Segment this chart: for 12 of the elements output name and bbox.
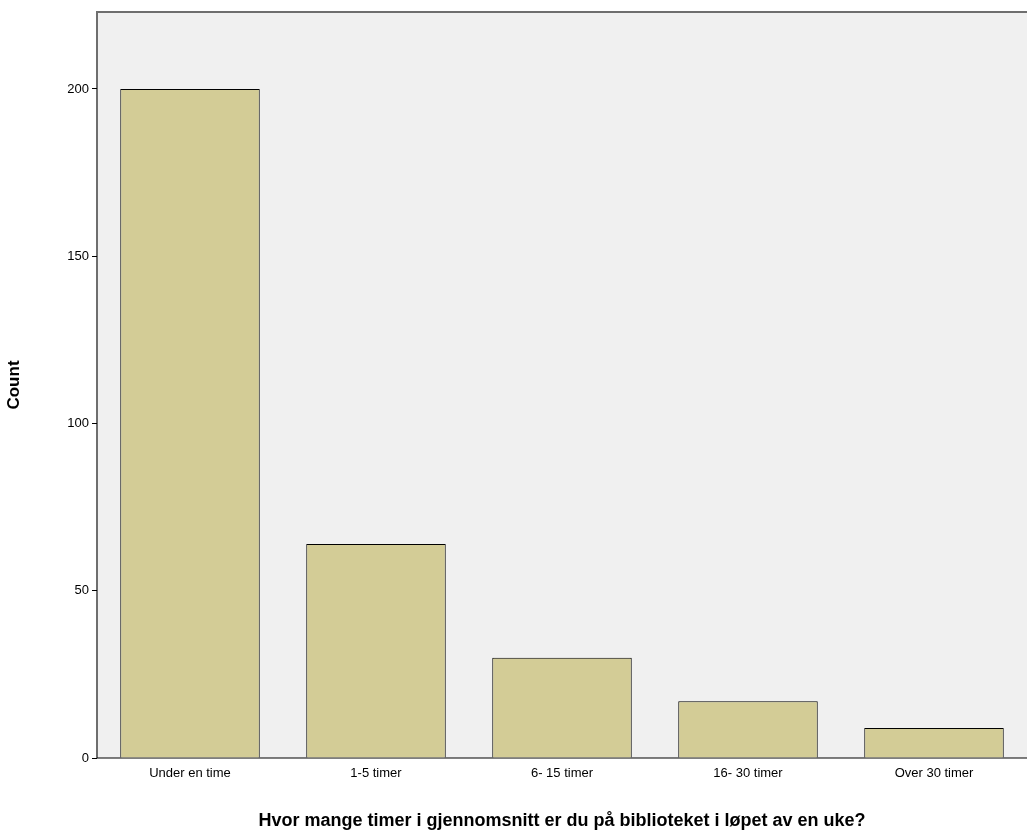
y-tick-label: 200 — [67, 80, 89, 96]
y-tick-label: 0 — [81, 749, 89, 765]
y-axis-title: Count — [3, 360, 23, 410]
y-tick-label: 50 — [74, 582, 89, 598]
y-tick-label: 100 — [67, 415, 89, 431]
x-tick-label: Over 30 timer — [894, 765, 975, 781]
x-tick-label: 16- 30 timer — [713, 765, 784, 781]
y-tick-label: 150 — [67, 247, 89, 263]
x-tick-label: 1-5 timer — [350, 765, 403, 781]
x-tick-label: Under en time — [149, 765, 231, 781]
x-tick-label: 6- 15 timer — [530, 765, 594, 781]
x-axis-title: Hvor mange timer i gjennomsnitt er du på biblioteket i løpet av en uke? — [258, 810, 866, 831]
